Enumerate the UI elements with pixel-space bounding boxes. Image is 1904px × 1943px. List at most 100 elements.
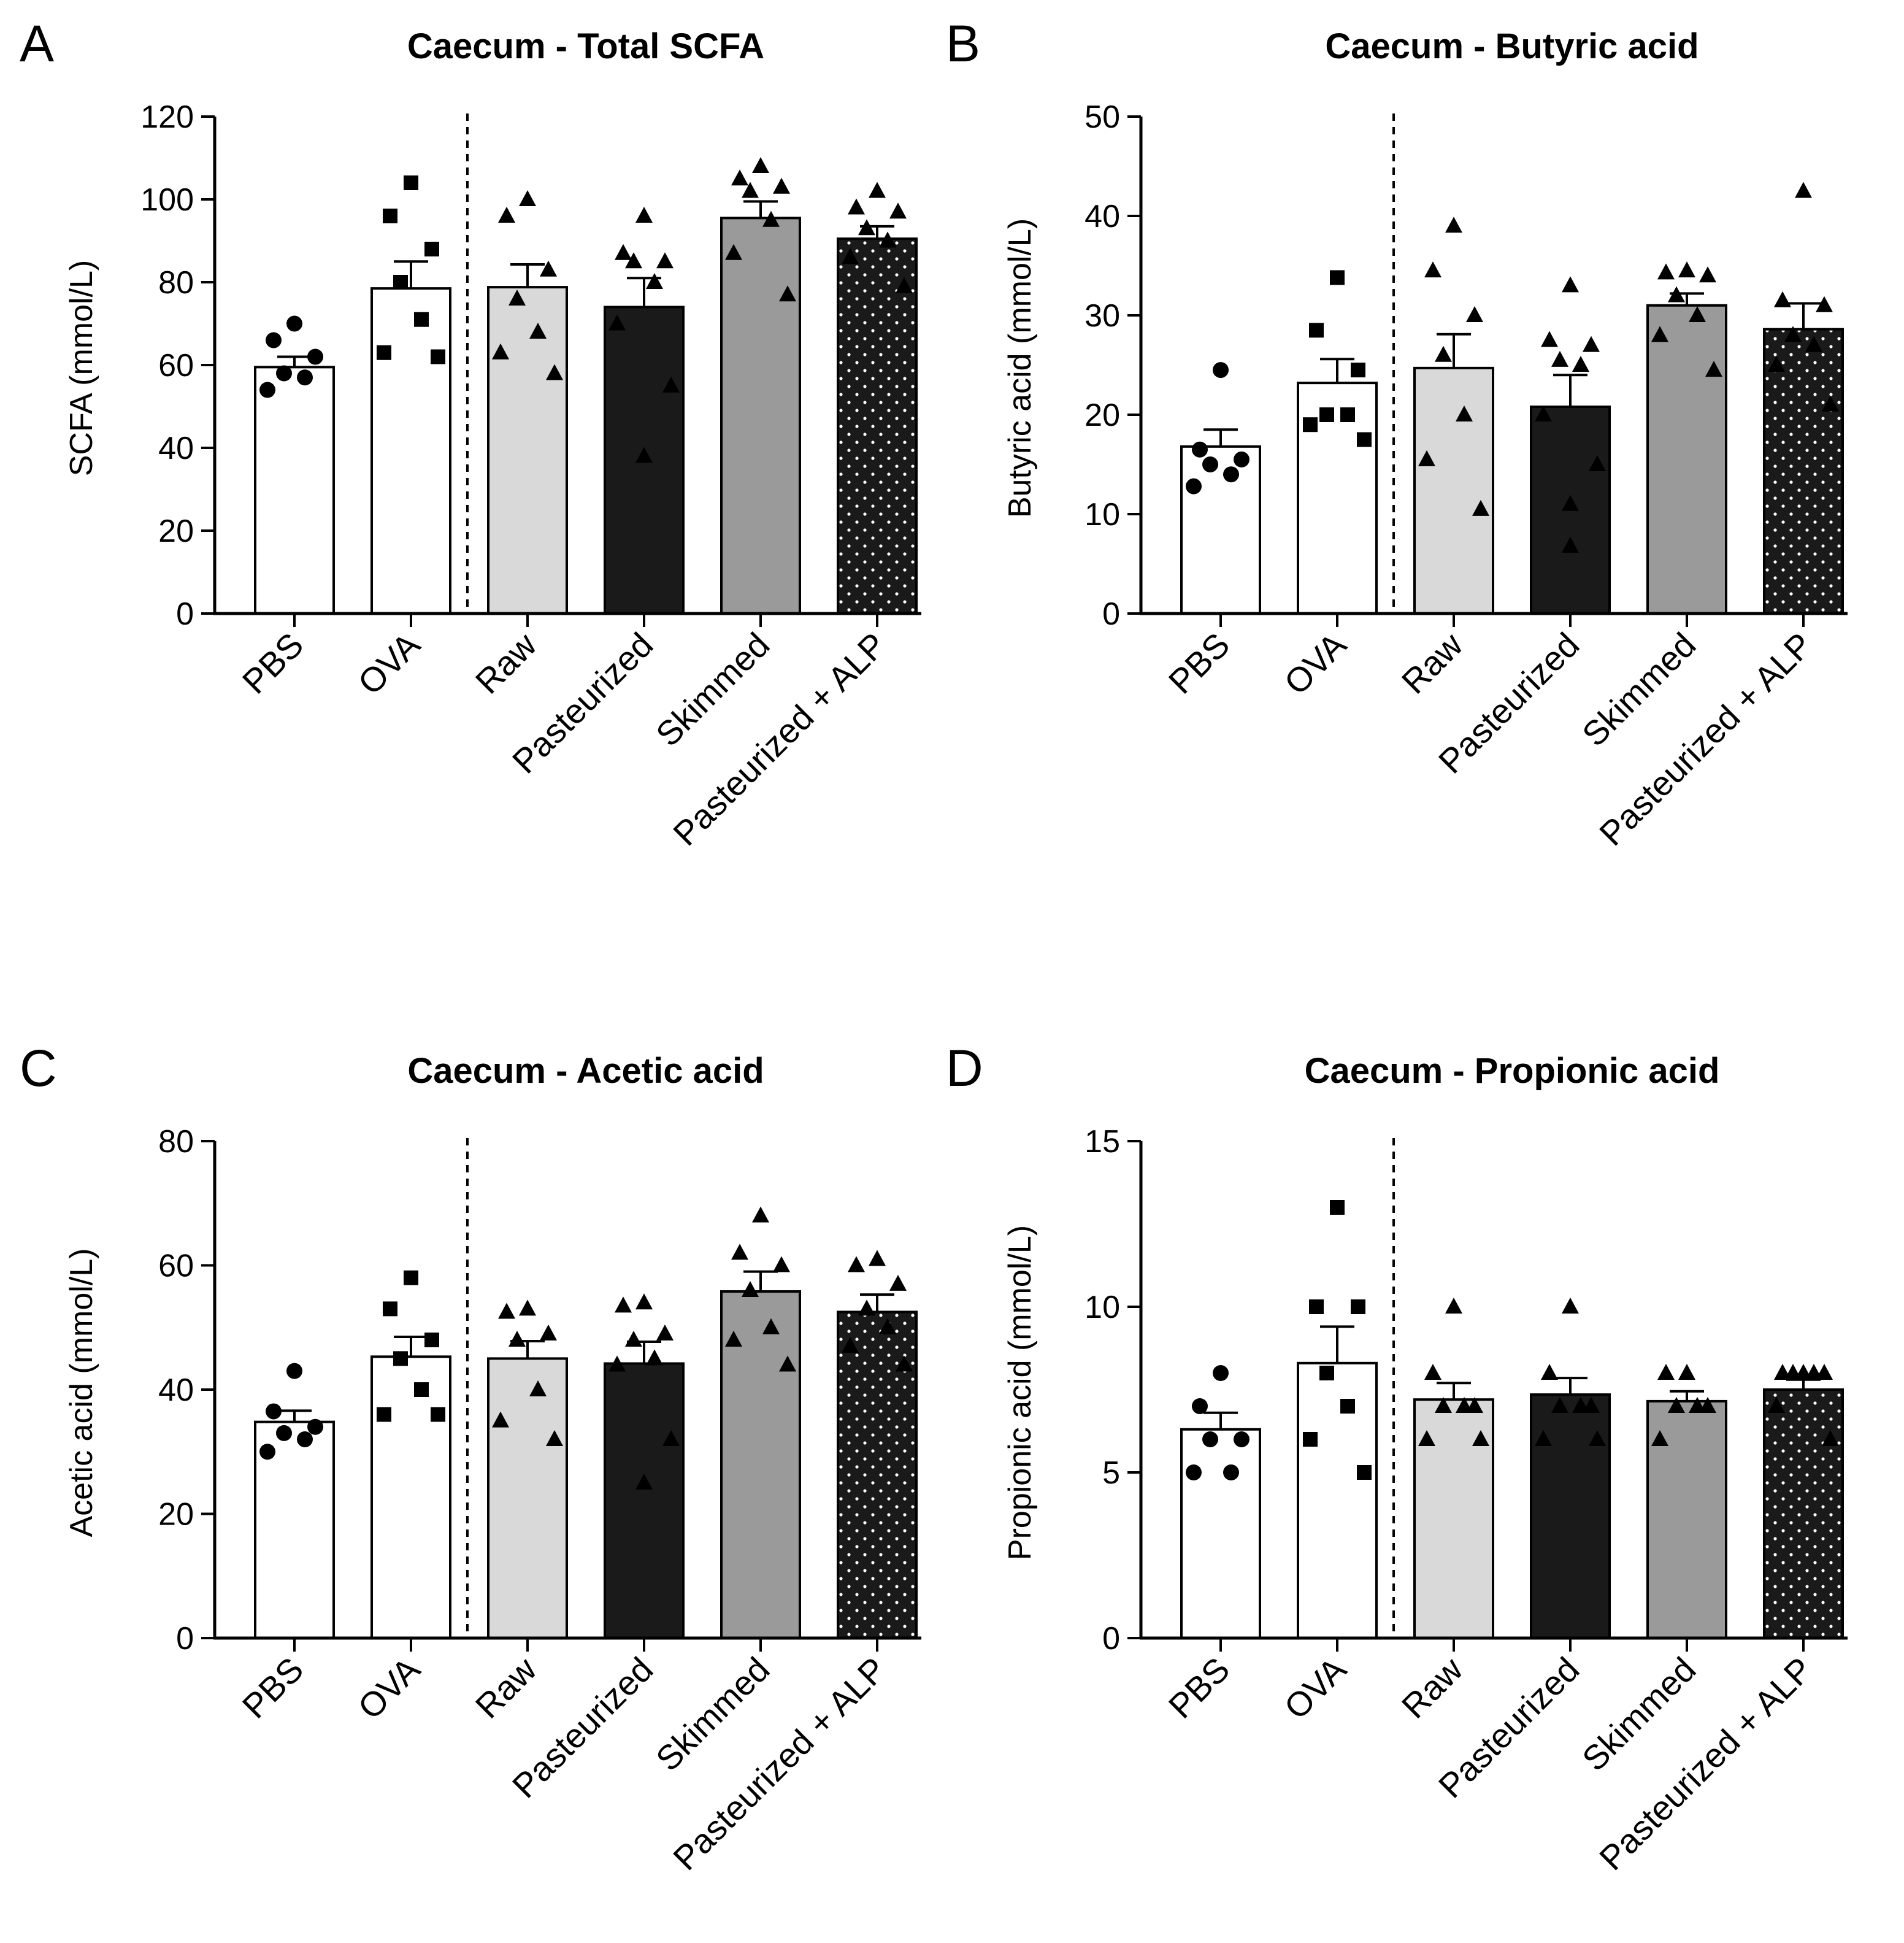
data-point (889, 1274, 907, 1291)
data-point (1319, 407, 1334, 422)
data-point (1795, 182, 1812, 198)
data-point (635, 207, 653, 223)
data-point (1689, 306, 1706, 322)
y-tick-label: 10 (1084, 1290, 1120, 1325)
data-point (414, 1382, 429, 1397)
data-point (1330, 1200, 1345, 1215)
data-point (307, 348, 323, 365)
data-point (1589, 1430, 1606, 1446)
data-point (492, 1411, 509, 1428)
y-tick-label: 60 (158, 348, 194, 383)
data-point (266, 1403, 282, 1420)
data-point (625, 1331, 642, 1347)
data-point (1418, 1430, 1435, 1446)
data-point (546, 1430, 563, 1446)
data-point (498, 1302, 515, 1319)
data-point (1689, 1397, 1706, 1413)
data-point (1651, 326, 1668, 342)
x-tick-label: Raw (1394, 625, 1470, 701)
x-tick-label: Raw (468, 625, 544, 701)
data-point (646, 273, 663, 289)
data-point (1424, 261, 1441, 278)
data-point (1418, 450, 1435, 466)
data-point (1234, 451, 1250, 467)
data-point (540, 1324, 557, 1341)
data-point (519, 1299, 536, 1316)
data-point (259, 1444, 275, 1460)
data-point (1678, 1364, 1695, 1380)
data-point (1583, 336, 1600, 352)
data-point (889, 202, 907, 219)
data-point (1435, 1397, 1452, 1413)
bar-pasteurized (604, 1362, 685, 1639)
data-point (635, 447, 653, 463)
data-point (1186, 1464, 1202, 1480)
x-tick-label: PBS (235, 1650, 311, 1726)
data-point (1192, 1398, 1208, 1414)
data-point (1668, 1397, 1685, 1413)
data-point (1351, 363, 1365, 378)
data-point (1303, 1432, 1318, 1447)
y-tick-label: 15 (1084, 1124, 1120, 1160)
data-point (646, 1349, 663, 1366)
data-point (286, 1363, 302, 1379)
bar-ova (370, 287, 451, 615)
data-point (1340, 1399, 1355, 1414)
y-tick-label: 0 (1102, 1621, 1120, 1656)
y-tick-label: 120 (140, 99, 194, 135)
data-point (414, 312, 429, 327)
data-point (879, 231, 896, 248)
x-tick-label: Raw (468, 1650, 544, 1726)
data-point (1472, 499, 1489, 516)
data-point (498, 207, 515, 223)
data-point (393, 275, 408, 290)
chart-title: Caecum - Butyric acid (1325, 26, 1699, 66)
bar-pbs (1180, 1428, 1261, 1639)
data-point (377, 345, 391, 360)
y-tick-label: 80 (158, 1124, 194, 1160)
data-point (540, 260, 557, 277)
x-tick-label: OVA (350, 625, 428, 702)
y-axis-label: Butyric acid (mmol/L) (1002, 218, 1038, 518)
panel-b: B Caecum - Butyric acid Butyric acid (mm… (946, 15, 1848, 853)
chart-title: Caecum - Total SCFA (407, 26, 764, 66)
panel-letter: A (20, 15, 54, 72)
data-point (1805, 336, 1822, 352)
data-point (509, 1331, 526, 1347)
data-point (1541, 1364, 1558, 1380)
bar-raw (487, 286, 568, 615)
bar-skimmed (720, 217, 801, 615)
data-point (1805, 1364, 1822, 1380)
y-tick-label: 80 (158, 265, 194, 301)
bar-ova (370, 1355, 451, 1640)
x-tick-label: Pasteurized + ALP (666, 1650, 893, 1877)
data-point (1213, 362, 1229, 379)
data-point (848, 198, 865, 215)
data-point (615, 244, 632, 260)
data-point (1705, 361, 1722, 377)
data-point (1822, 1430, 1839, 1446)
data-point (1340, 407, 1355, 422)
panel-a: A Caecum - Total SCFA SCFA (mmol/L) 0 20 4… (20, 15, 921, 853)
data-point (1657, 263, 1675, 280)
y-tick-label: 50 (1084, 99, 1120, 135)
data-point (773, 177, 790, 194)
data-point (519, 190, 536, 206)
panel-letter: B (946, 15, 980, 72)
x-tick-label: OVA (350, 1649, 428, 1726)
data-point (1466, 306, 1483, 322)
y-tick-label: 30 (1084, 298, 1120, 334)
data-point (752, 1206, 769, 1223)
data-point (259, 382, 275, 398)
data-point (546, 364, 563, 380)
data-point (1699, 266, 1716, 283)
data-point (869, 182, 886, 198)
data-point (1678, 261, 1695, 278)
data-point (742, 182, 759, 198)
data-point (276, 365, 292, 382)
y-tick-label: 20 (158, 514, 194, 549)
data-point (1213, 1365, 1229, 1381)
data-point (725, 244, 742, 260)
